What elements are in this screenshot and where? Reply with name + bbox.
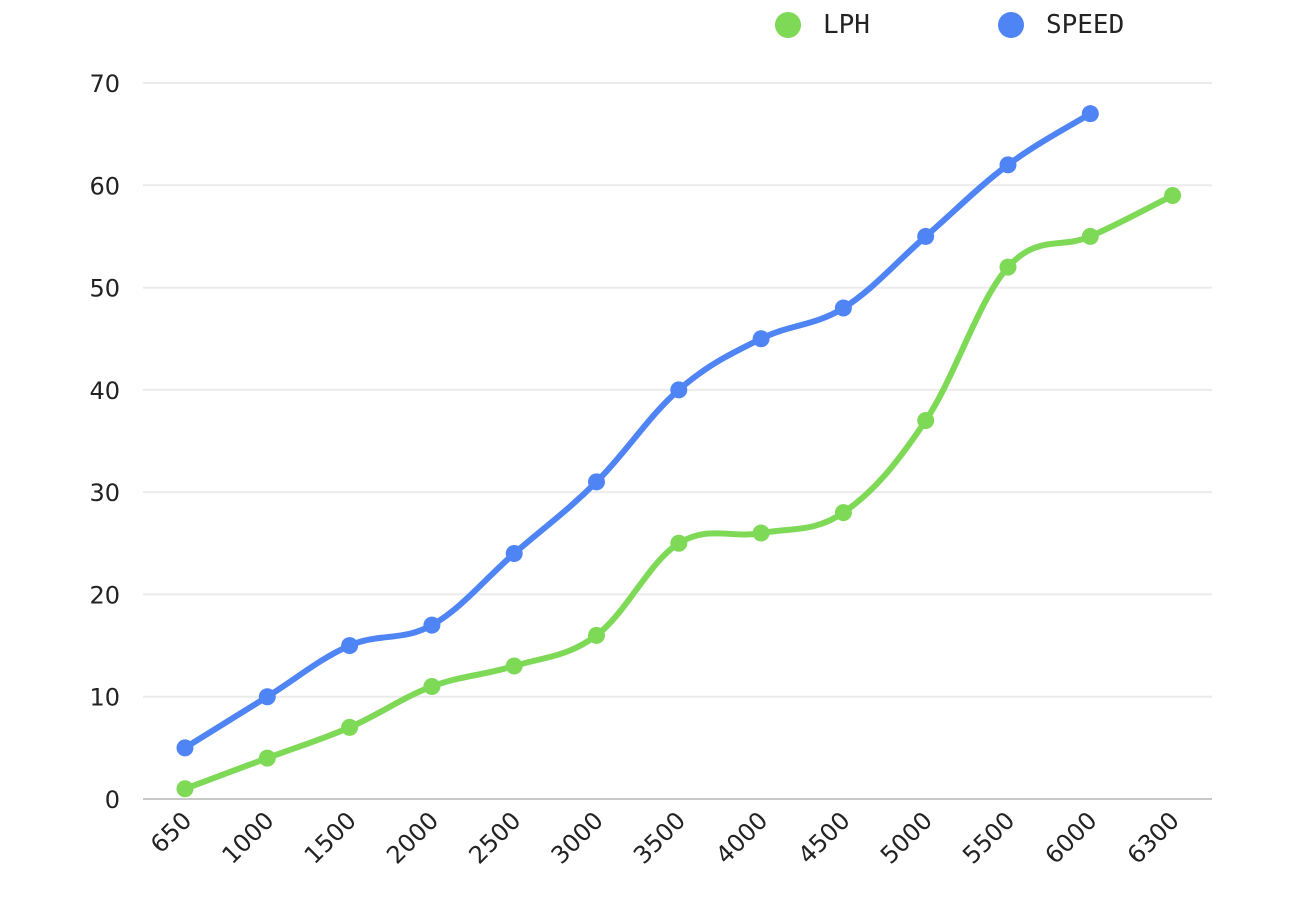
data-point-speed: [423, 616, 441, 634]
x-tick-label: 6300: [1122, 806, 1185, 869]
data-point-lph: [588, 626, 605, 644]
legend-label-lph: LPH: [823, 10, 870, 40]
data-point-lph: [1164, 187, 1182, 205]
data-point-speed: [1081, 105, 1099, 123]
legend: LPH SPEED: [775, 10, 1124, 40]
data-point-lph: [670, 534, 688, 552]
data-point-lph: [1081, 227, 1099, 245]
x-tick-label: 3000: [546, 806, 609, 869]
x-tick-label: 1000: [217, 806, 280, 869]
data-point-speed: [999, 156, 1017, 174]
x-tick-label: 1500: [299, 806, 362, 869]
x-tick-label: 3500: [628, 806, 691, 869]
y-tick-label: 50: [89, 275, 120, 303]
x-tick-label: 5500: [957, 806, 1020, 869]
data-point-speed: [176, 739, 194, 757]
x-tick-label: 2000: [381, 806, 444, 869]
y-tick-label: 0: [105, 786, 120, 814]
y-tick-label: 10: [89, 684, 120, 712]
data-point-speed: [588, 473, 605, 491]
y-tick-label: 20: [89, 581, 120, 609]
data-point-speed: [834, 299, 852, 317]
data-point-speed: [505, 545, 523, 563]
data-point-lph: [752, 524, 770, 542]
data-point-speed: [341, 637, 359, 655]
legend-swatch-lph: [775, 12, 801, 38]
y-tick-label: 30: [89, 479, 120, 507]
series-line-speed: [182, 110, 1094, 751]
legend-item-speed[interactable]: SPEED: [997, 10, 1125, 40]
data-point-lph: [423, 677, 441, 695]
legend-swatch-speed: [997, 12, 1024, 38]
x-tick-label: 4500: [793, 806, 856, 869]
legend-label-speed: SPEED: [1045, 10, 1125, 40]
y-tick-label: 40: [89, 377, 120, 405]
y-tick-label: 60: [89, 172, 120, 200]
data-point-lph: [505, 657, 523, 675]
data-point-lph: [341, 718, 359, 736]
legend-item-lph[interactable]: LPH: [775, 10, 870, 40]
data-point-speed: [917, 227, 935, 245]
data-point-lph: [176, 780, 194, 798]
data-point-lph: [999, 258, 1017, 276]
data-point-lph: [917, 412, 935, 430]
x-tick-label: 650: [145, 806, 197, 858]
y-tick-label: 70: [89, 70, 120, 98]
x-tick-label: 6000: [1040, 806, 1103, 869]
x-tick-label: 2500: [463, 806, 526, 869]
data-point-speed: [670, 381, 688, 399]
data-point-speed: [258, 688, 276, 706]
x-tick-label: 4000: [710, 806, 773, 869]
data-point-lph: [258, 749, 276, 767]
data-point-speed: [752, 330, 770, 348]
x-tick-label: 5000: [875, 806, 938, 869]
data-point-lph: [834, 504, 852, 522]
